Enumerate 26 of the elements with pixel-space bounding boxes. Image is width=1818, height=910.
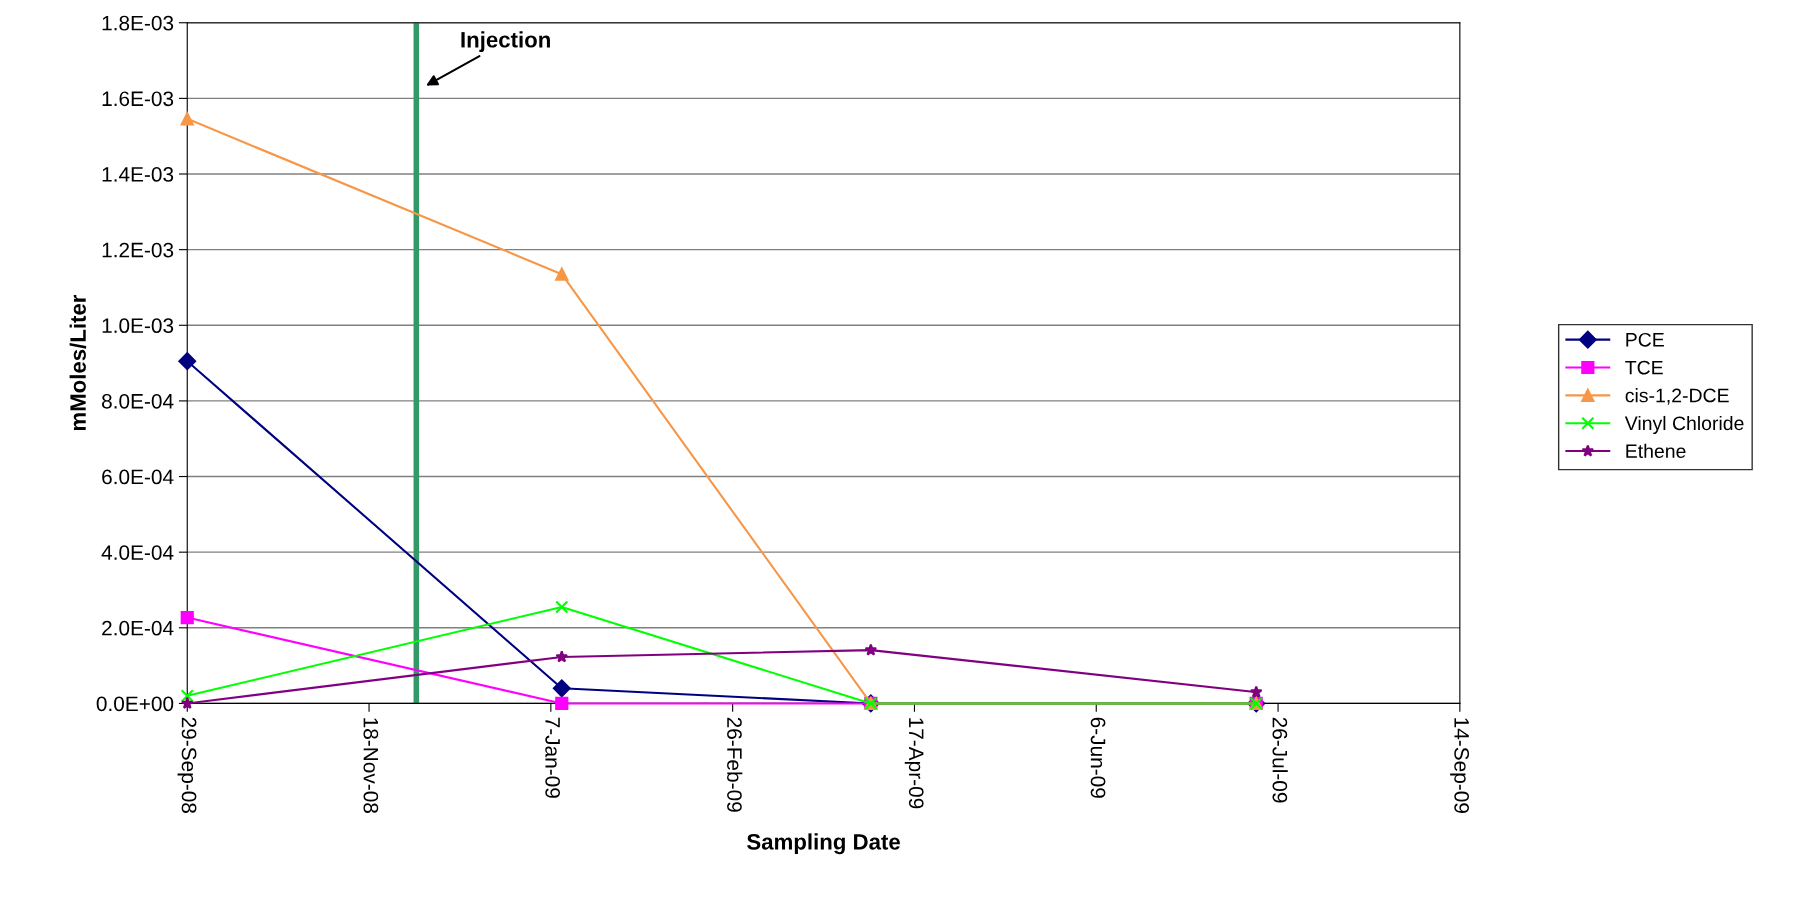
x-tick-label: 26-Jul-09 — [1272, 717, 1288, 803]
x-tick-label: 29-Sep-08 — [177, 717, 197, 814]
legend-label: PCE — [1626, 332, 1664, 347]
y-tick-label: 1.8E-03 — [102, 15, 174, 31]
legend-label: cis-1,2-DCE — [1625, 388, 1729, 405]
y-tick-label: 8.0E-04 — [102, 393, 174, 409]
x-tick-label: 7-Jan-09 — [545, 717, 561, 798]
y-tick-label: 1.4E-03 — [102, 167, 174, 182]
legend-label: Ethene — [1626, 443, 1686, 459]
legend-label: TCE — [1625, 360, 1663, 375]
x-tick-label: 17-Apr-09 — [904, 718, 924, 809]
y-tick-label: 1.6E-03 — [102, 91, 174, 107]
y-tick-label: 1.0E-03 — [102, 318, 174, 334]
y-axis-title: mMoles/Liter — [69, 294, 87, 431]
y-tick-label: 0.0E+00 — [96, 696, 174, 712]
ref-line-label: Injection — [461, 31, 550, 53]
y-tick-label: 4.0E-04 — [101, 545, 174, 560]
x-tick-label: 18-Nov-08 — [363, 718, 379, 813]
x-axis-title: Sampling Date — [747, 833, 900, 855]
x-tick-label: 26-Feb-09 — [727, 717, 743, 812]
x-tick-label: 6-Jun-09 — [1090, 717, 1106, 798]
y-tick-label: 1.2E-03 — [102, 242, 174, 258]
x-tick-label: 14-Sep-09 — [1450, 718, 1470, 813]
y-tick-label: 2.0E-04 — [102, 620, 174, 636]
legend-label: Vinyl Chloride — [1624, 415, 1744, 435]
y-tick-label: 6.0E-04 — [102, 469, 174, 485]
